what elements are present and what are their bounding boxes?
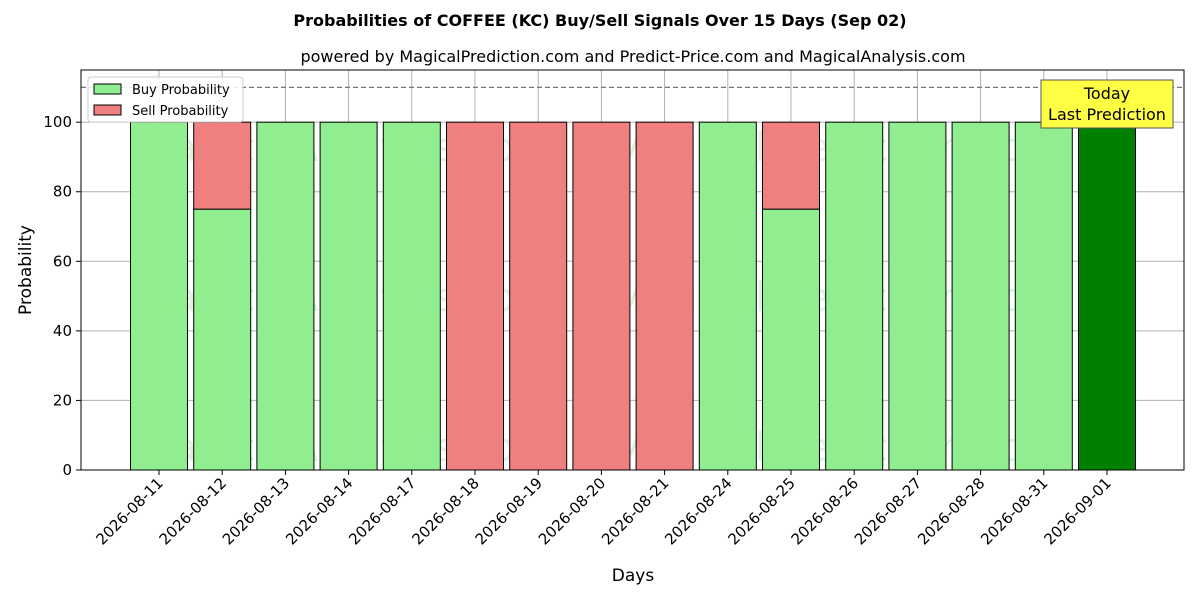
x-tick-label: 2026-09-01	[1040, 474, 1114, 548]
x-tick-label: 2026-08-24	[661, 474, 735, 548]
y-axis: 0 20 40 60 80 100	[43, 113, 81, 479]
bar-sell	[193, 121, 252, 210]
x-axis: 2026-08-112026-08-122026-08-132026-08-14…	[92, 470, 1115, 548]
bar-buy	[951, 121, 1010, 471]
chart-subtitle: powered by MagicalPrediction.com and Pre…	[300, 47, 965, 66]
bar-buy	[382, 121, 441, 471]
x-tick-label: 2026-08-12	[156, 474, 230, 548]
legend-swatch	[93, 104, 122, 116]
x-tick-label: 2026-08-17	[345, 474, 419, 548]
x-tick-label: 2026-08-20	[535, 474, 609, 548]
x-tick-label: 2026-08-26	[788, 474, 862, 548]
y-tick-label: 40	[53, 322, 72, 340]
y-tick-label: 20	[53, 391, 72, 409]
bar-sell	[635, 121, 694, 471]
bar-buy	[319, 121, 378, 471]
bar-sell	[762, 121, 820, 210]
plot-frame	[80, 69, 1185, 471]
legend-label: Buy Probability	[132, 83, 230, 98]
bar-sell	[572, 121, 631, 471]
today-annotation: Today Last Prediction	[1040, 79, 1174, 129]
bar-buy	[698, 121, 757, 471]
y-tick-label: 60	[53, 252, 72, 270]
x-tick-label: 2026-08-25	[724, 474, 798, 548]
x-tick-label: 2026-08-14	[282, 474, 356, 548]
bar-buy	[1078, 121, 1136, 471]
annotation-line1: Today	[1083, 84, 1130, 103]
y-axis-label: Probability	[16, 225, 36, 315]
x-tick-label: 2026-08-21	[598, 474, 672, 548]
annotation-box	[1040, 79, 1174, 129]
x-tick-label: 2026-08-13	[219, 474, 293, 548]
x-axis-label: Days	[612, 566, 655, 586]
y-tick-label: 80	[53, 183, 72, 201]
bar-sell	[446, 121, 504, 471]
bars	[130, 121, 1136, 471]
annotation-line2: Last Prediction	[1048, 105, 1166, 124]
bar-buy	[256, 121, 315, 471]
x-tick-label: 2026-08-11	[92, 474, 166, 548]
bar-buy	[762, 208, 820, 471]
legend-label: Sell Probability	[132, 104, 229, 119]
chart-title: Probabilities of COFFEE (KC) Buy/Sell Si…	[293, 11, 906, 30]
legend-swatch	[93, 83, 122, 95]
legend: Buy Probability Sell Probability	[87, 76, 244, 123]
bar-buy	[825, 121, 884, 471]
y-tick-label: 0	[62, 461, 72, 479]
x-tick-label: 2026-08-19	[472, 474, 546, 548]
bar-buy	[130, 121, 188, 471]
x-tick-label: 2026-08-27	[851, 474, 925, 548]
x-tick-label: 2026-08-18	[408, 474, 482, 548]
y-tick-label: 100	[43, 113, 72, 131]
legend-box	[87, 76, 244, 123]
bar-buy	[1014, 121, 1073, 471]
bar-buy	[193, 208, 252, 471]
x-tick-label: 2026-08-31	[977, 474, 1051, 548]
bar-buy	[888, 121, 947, 471]
bar-sell	[509, 121, 568, 471]
x-tick-label: 2026-08-28	[914, 474, 988, 548]
